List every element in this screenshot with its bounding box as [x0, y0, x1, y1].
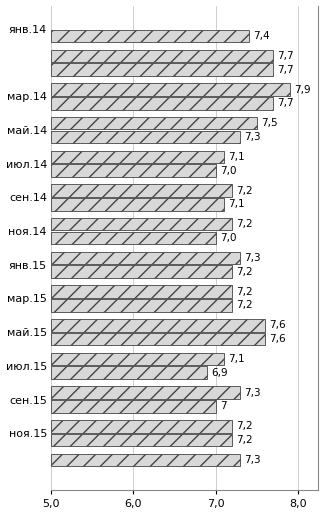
- Bar: [51, 164, 215, 177]
- Text: 6,9: 6,9: [212, 368, 228, 378]
- Text: 7,2: 7,2: [236, 435, 253, 445]
- Bar: [51, 285, 232, 298]
- Text: 7,1: 7,1: [228, 152, 245, 162]
- Bar: [51, 252, 240, 264]
- Bar: [51, 97, 273, 110]
- Text: 7,7: 7,7: [277, 98, 294, 108]
- Bar: [51, 400, 215, 413]
- Bar: [51, 420, 232, 433]
- Bar: [51, 367, 207, 379]
- Bar: [51, 63, 273, 76]
- Bar: [51, 218, 232, 231]
- Bar: [51, 150, 224, 163]
- Bar: [51, 353, 224, 365]
- Text: 7: 7: [220, 401, 226, 411]
- Text: 7,5: 7,5: [261, 118, 277, 128]
- Text: 7,1: 7,1: [228, 354, 245, 364]
- Bar: [51, 319, 265, 332]
- Bar: [51, 265, 232, 278]
- Bar: [51, 299, 232, 312]
- Bar: [51, 386, 240, 399]
- Text: 7,4: 7,4: [253, 31, 269, 41]
- Bar: [51, 131, 240, 143]
- Bar: [51, 30, 249, 42]
- Bar: [51, 434, 232, 447]
- Text: 7,0: 7,0: [220, 166, 236, 176]
- Bar: [51, 333, 265, 346]
- Text: 7,0: 7,0: [220, 233, 236, 243]
- Text: 7,1: 7,1: [228, 199, 245, 210]
- Bar: [51, 117, 257, 129]
- Bar: [51, 83, 290, 96]
- Bar: [51, 49, 273, 62]
- Text: 7,2: 7,2: [236, 219, 253, 229]
- Bar: [51, 184, 232, 197]
- Text: 7,9: 7,9: [294, 84, 310, 95]
- Text: 7,6: 7,6: [269, 334, 286, 344]
- Bar: [51, 198, 224, 211]
- Text: 7,7: 7,7: [277, 51, 294, 61]
- Text: 7,3: 7,3: [244, 388, 261, 398]
- Text: 7,6: 7,6: [269, 320, 286, 330]
- Bar: [51, 454, 240, 466]
- Text: 7,3: 7,3: [244, 253, 261, 263]
- Text: 7,7: 7,7: [277, 65, 294, 75]
- Text: 7,2: 7,2: [236, 286, 253, 297]
- Text: 7,3: 7,3: [244, 455, 261, 465]
- Text: 7,2: 7,2: [236, 267, 253, 277]
- Text: 7,3: 7,3: [244, 132, 261, 142]
- Text: 7,2: 7,2: [236, 185, 253, 196]
- Text: 7,2: 7,2: [236, 421, 253, 431]
- Bar: [51, 232, 215, 244]
- Text: 7,2: 7,2: [236, 300, 253, 311]
